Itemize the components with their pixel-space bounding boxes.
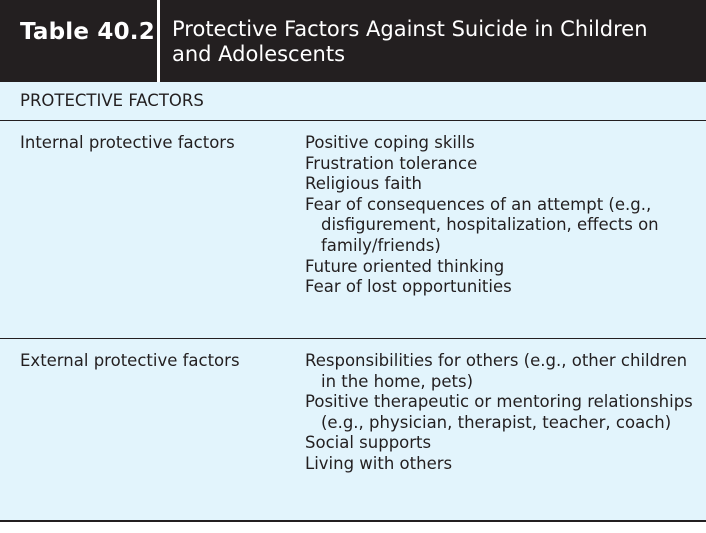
factor-list: Responsibilities for others (e.g., other…: [305, 351, 700, 475]
list-item: Religious faith: [305, 174, 422, 194]
factor-list: Positive coping skills Frustration toler…: [305, 133, 700, 298]
list-item: Positive coping skills: [305, 133, 475, 152]
list-item: Living with others: [305, 453, 453, 473]
list-item: Frustration tolerance: [305, 153, 478, 173]
list-item: Fear of lost opportunities: [305, 277, 512, 297]
table-header: Table 40.2 Protective Factors Against Su…: [0, 0, 706, 82]
section-header-row: PROTECTIVE FACTORS: [0, 82, 706, 120]
list-item: Positive therapeutic or mentoring relati…: [305, 392, 693, 432]
list-item: Fear of consequences of an attempt (e.g.…: [305, 194, 659, 255]
table-bottom-rule: [0, 520, 706, 522]
header-divider: [157, 0, 160, 82]
section-header: PROTECTIVE FACTORS: [20, 91, 204, 110]
list-item: Social supports: [305, 433, 432, 453]
category-label: Internal protective factors: [20, 133, 235, 152]
list-item: Responsibilities for others (e.g., other…: [305, 351, 688, 391]
list-item: Future oriented thinking: [305, 256, 505, 276]
row-divider: [0, 120, 706, 121]
table-number: Table 40.2: [20, 19, 155, 45]
table-row: [0, 121, 706, 338]
row-divider: [0, 338, 706, 339]
table-row: [0, 339, 706, 520]
table-title: Protective Factors Against Suicide in Ch…: [172, 17, 648, 66]
category-label: External protective factors: [20, 351, 240, 370]
